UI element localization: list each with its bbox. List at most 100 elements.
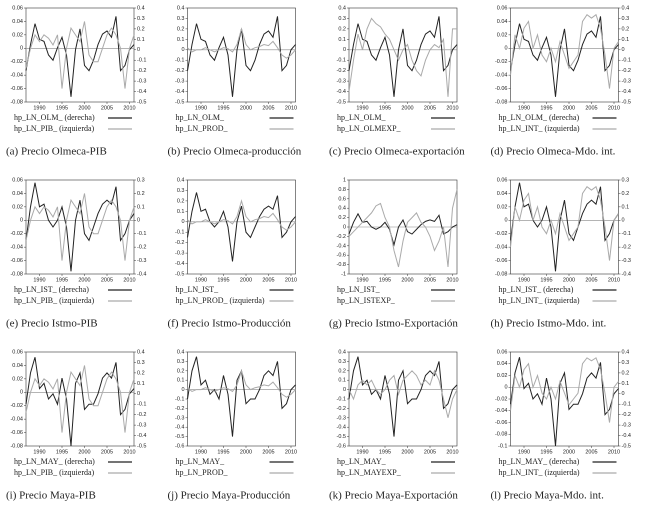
legend-label: hp_LN_ISTEXP_ [337,296,396,305]
y-tick-label: -0.2 [175,68,184,74]
y2-tick-label: -0.3 [137,423,146,429]
caption: (b) Precio Olmeca-producción [168,146,302,158]
y-tick-label: 0.02 [497,373,508,379]
y2-tick-label: 0 [622,391,625,397]
legend-label: hp_LN_MAY_ [176,457,226,466]
y2-tick-label: 0.1 [622,204,630,210]
y-tick-label: 0.04 [12,19,23,25]
y-tick-label: 0 [343,387,346,393]
y2-tick-label: 0 [622,218,625,224]
y-tick-label: -0.3 [337,415,346,421]
y-tick-label: 0.02 [12,32,23,38]
y-tick-label: 0.04 [497,361,508,367]
y-tick-label: 0.4 [177,349,185,355]
y2-tick-label: 0.2 [622,191,630,197]
y-tick-label: 0.2 [338,368,346,374]
x-tick-label: 2010 [285,277,297,283]
y-tick-label: -0.06 [10,86,23,92]
x-tick-label: 2000 [401,105,413,111]
y2-tick-label: -0.2 [622,245,631,251]
y-tick-label: -0.2 [337,68,346,74]
caption: (f) Precio Istmo-Producción [168,318,292,330]
x-tick-label: 2010 [608,105,620,111]
y-tick-label: -0.4 [337,89,346,95]
y2-tick-label: -0.2 [137,68,146,74]
x-tick-label: 1990 [356,449,368,455]
y-tick-label: 0.1 [338,378,346,384]
x-tick-label: 2005 [424,105,436,111]
x-tick-label: 1990 [356,105,368,111]
legend-label: hp_LN_PROD_ [176,124,229,133]
x-tick-label: 1990 [195,277,207,283]
series-line [348,212,458,247]
y-tick-label: 0.4 [338,349,346,355]
y-tick-label: -0.4 [175,261,184,267]
y2-tick-label: 0.2 [137,370,145,376]
y2-tick-label: 0 [622,47,625,53]
y-tick-label: 0.2 [338,215,346,221]
series-line [187,369,296,398]
x-tick-label: 1995 [56,105,68,111]
y-tick-label: 0.04 [12,363,23,369]
series-line [25,193,135,261]
y2-tick-label: -0.3 [137,79,146,85]
x-tick-label: 2010 [285,105,297,111]
x-tick-label: 2000 [401,277,413,283]
series-line [25,21,135,89]
y2-tick-label: 0.2 [137,191,145,197]
y-tick-label: -0.4 [337,425,346,431]
caption: (e) Precio Istmo-PIB [6,318,98,330]
plot-frame [510,179,619,275]
x-tick-label: 1990 [195,449,207,455]
caption: (h) Precio Istmo-Mdo. int. [491,318,607,330]
caption: (j) Precio Maya-Producción [168,490,291,502]
y-tick-label: 0.1 [338,37,346,43]
series-line [187,27,296,59]
y-tick-label: 0.06 [497,349,508,355]
y2-tick-label: -0.4 [622,89,631,95]
y-tick-label: -0.04 [495,408,508,414]
x-tick-label: 1995 [540,105,552,111]
y-tick-label: -0.06 [495,258,508,264]
y2-tick-label: -0.3 [137,258,146,264]
x-tick-label: 1990 [33,449,45,455]
y2-tick-label: 0.1 [622,381,630,387]
x-tick-label: 2000 [240,277,252,283]
y-tick-label: -0.08 [10,271,23,277]
y-tick-label: -0.3 [337,79,346,85]
y-tick-label: -0.06 [10,258,23,264]
x-tick-label: 2005 [424,449,436,455]
x-tick-label: 1995 [379,277,391,283]
y2-tick-label: 0 [137,47,140,53]
y2-tick-label: 0.3 [137,177,145,183]
series-line [25,365,135,433]
y2-tick-label: -0.1 [622,58,631,64]
y2-tick-label: -0.1 [622,402,631,408]
y-tick-label: -0.3 [175,415,184,421]
x-tick-label: 1995 [217,277,229,283]
series-line [348,16,458,97]
y-tick-label: 0.04 [12,191,23,197]
y-tick-label: 0.04 [497,191,508,197]
y2-tick-label: 0.4 [622,5,630,11]
y-tick-label: -0.08 [495,271,508,277]
y-tick-label: -0.06 [495,86,508,92]
caption: (g) Precio Istmo-Exportación [329,318,458,330]
y2-tick-label: 0.4 [137,5,145,11]
y-tick-label: -0.04 [495,245,508,251]
y-tick-label: 0.02 [497,204,508,210]
plot-frame [510,7,619,103]
x-tick-label: 2000 [563,449,575,455]
plot-frame [348,351,458,447]
y2-tick-label: -0.5 [622,443,631,449]
y-tick-label: 0.2 [177,26,185,32]
y-tick-label: 0 [20,218,23,224]
y-tick-label: -0.2 [175,406,184,412]
y2-tick-label: 0.3 [622,177,630,183]
y-tick-label: -0.2 [337,406,346,412]
y2-tick-label: -0.2 [622,412,631,418]
x-tick-label: 1995 [217,449,229,455]
y-tick-label: 0.1 [177,378,185,384]
y-tick-label: -0.02 [495,59,508,65]
x-tick-label: 1995 [379,449,391,455]
